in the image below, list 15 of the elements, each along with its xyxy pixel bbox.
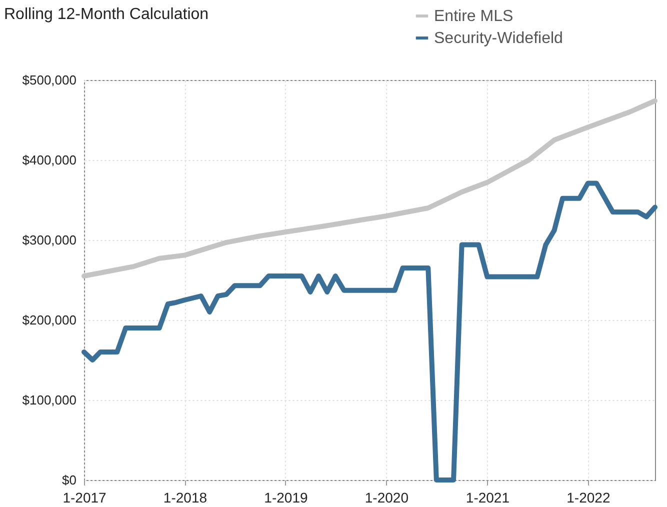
x-tick-label: 1-2022 xyxy=(566,490,610,506)
x-tick-label: 1-2018 xyxy=(163,490,208,506)
x-tick-label: 1-2019 xyxy=(264,490,308,506)
x-tick-label: 1-2021 xyxy=(466,490,510,506)
chart-title: Rolling 12-Month Calculation xyxy=(4,6,209,23)
y-tick-label: $0 xyxy=(62,472,76,488)
y-tick-label: $100,000 xyxy=(22,392,76,408)
y-tick-label: $500,000 xyxy=(22,72,76,88)
legend-label: Entire MLS xyxy=(434,8,514,25)
y-tick-label: $200,000 xyxy=(22,312,76,328)
x-tick-label: 1-2020 xyxy=(364,490,409,506)
legend-label: Security-Widefield xyxy=(434,30,563,47)
y-tick-label: $300,000 xyxy=(22,232,76,248)
x-tick-label: 1-2017 xyxy=(62,490,107,506)
y-tick-label: $400,000 xyxy=(22,152,76,168)
